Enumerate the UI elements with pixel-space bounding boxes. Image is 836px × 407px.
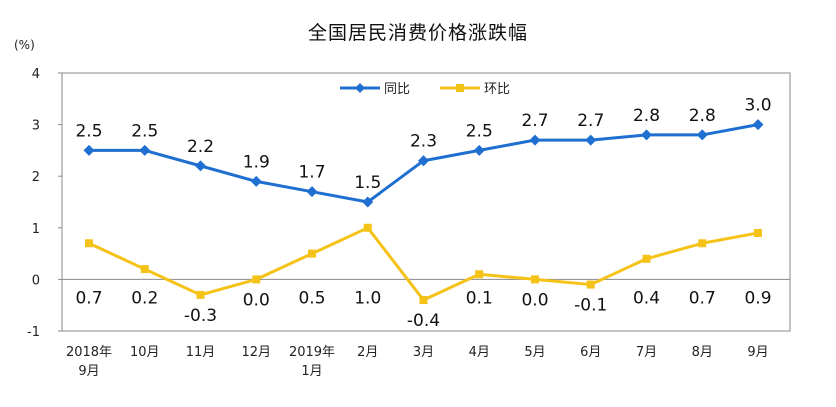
data-label: 3.0 [744,96,771,116]
y-tick-label: 2 [32,170,40,185]
data-label: 2.7 [521,111,548,131]
data-label: 2.5 [466,121,493,141]
x-tick-label: 5月 [524,345,545,360]
data-label: 2.8 [689,106,716,126]
data-point-mom [531,275,539,284]
x-tick-label: 11月 [186,345,216,360]
data-point-mom [754,228,762,237]
x-tick-label: 9月 [747,345,768,360]
y-tick-label: 1 [32,222,40,237]
x-tick-label: 12月 [241,345,271,360]
legend-marker [355,83,365,93]
data-point-mom [363,223,372,232]
x-tick-label: 2019年 [289,345,335,360]
data-point-mom [85,239,93,248]
data-label: 1.9 [243,152,270,172]
plot-frame [61,72,791,332]
x-tick-label: 7月 [636,345,657,360]
data-label: 2.8 [633,106,660,126]
data-label: 1.7 [298,163,325,183]
data-label: 2.7 [577,111,604,131]
legend-marker [456,84,464,92]
data-label: 2.5 [75,121,102,141]
x-tick-label: 10月 [130,345,160,360]
data-point-yoy [585,134,597,146]
data-point-mom [586,280,595,289]
data-point-yoy [641,129,652,141]
data-label: 0.5 [298,288,325,308]
legend-entry-yoy: 同比 [384,82,410,97]
y-axis-unit: (%) [14,38,35,52]
data-point-mom [196,290,205,299]
y-tick-label: 4 [32,67,40,82]
data-point-yoy [418,155,429,167]
y-tick-label: 0 [32,273,40,288]
data-point-yoy [362,196,374,208]
data-point-yoy [83,144,95,156]
data-label: 0.0 [521,290,548,310]
data-point-yoy [139,144,151,156]
data-point-yoy [696,129,708,141]
data-point-yoy [752,119,764,131]
data-label: 0.0 [243,290,270,310]
data-label: 0.2 [131,288,158,308]
data-label: 0.4 [633,288,660,308]
x-tick-label: 2018年 [66,345,112,360]
data-point-yoy [529,134,541,146]
data-point-mom [252,275,261,284]
data-label: 2.5 [131,121,158,141]
data-point-yoy [195,160,206,172]
data-point-mom [475,270,484,279]
data-label: 2.3 [410,132,437,152]
data-point-yoy [250,175,262,187]
y-tick-label: -1 [27,325,40,340]
x-tick-label: 9月 [78,364,99,379]
data-point-mom [308,249,316,258]
data-point-mom [642,254,651,263]
x-tick-label: 3月 [413,345,434,360]
data-label: 1.5 [354,173,381,193]
x-tick-label: 2月 [357,345,378,360]
data-label: 0.9 [744,288,771,308]
data-point-mom [698,239,707,248]
x-tick-label: 1月 [301,364,322,379]
data-label: 0.7 [689,288,716,308]
data-point-mom [140,265,149,274]
x-tick-label: 6月 [580,345,601,360]
data-label: 0.7 [75,288,102,308]
data-label: 0.1 [466,288,493,308]
legend-entry-mom: 环比 [484,82,510,97]
data-point-yoy [473,144,485,156]
chart-title: 全国居民消费价格涨跌幅 [307,22,528,44]
y-tick-label: 3 [32,119,40,134]
data-label: -0.3 [184,306,217,326]
data-label: -0.1 [574,296,607,316]
data-label: 1.0 [354,288,381,308]
data-point-mom [419,296,428,305]
data-label: 2.2 [187,137,214,157]
data-label: -0.4 [407,311,440,331]
x-tick-label: 8月 [692,345,713,360]
data-point-yoy [306,186,318,198]
x-tick-label: 4月 [469,345,490,360]
